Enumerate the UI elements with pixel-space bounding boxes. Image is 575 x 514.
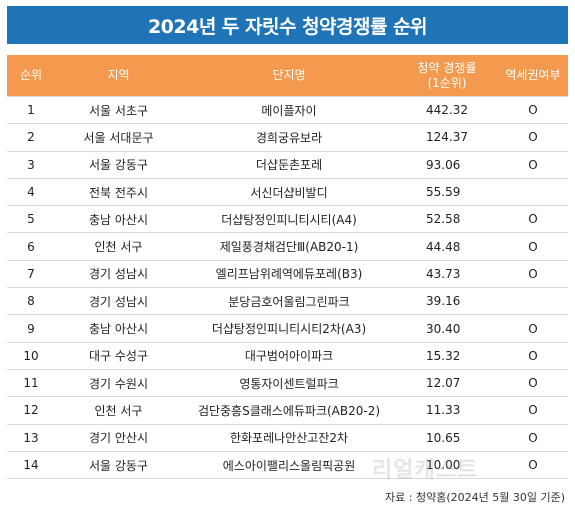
cell-region: 경기 성남시 [55, 260, 182, 289]
cell-region: 충남 아산시 [55, 205, 182, 234]
cell-complex: 더샵탕정인피니티시티2차(A3) [182, 314, 396, 343]
cell-complex: 엘리프남위례역에듀포레(B3) [182, 260, 396, 289]
cell-complex: 분당금호어울림그린파크 [182, 287, 396, 316]
cell-region: 인천 서구 [55, 232, 182, 261]
cell-region: 인천 서구 [55, 396, 182, 425]
table-row: 3 서울 강동구 더샵둔촌포레 93.06 O [7, 151, 568, 179]
cell-station: O [498, 123, 568, 152]
cell-rank: 6 [7, 232, 55, 261]
header-complex: 단지명 [182, 55, 396, 97]
cell-rank: 3 [7, 151, 55, 179]
cell-region: 전북 전주시 [55, 178, 182, 207]
cell-station: O [498, 260, 568, 289]
cell-rank: 5 [7, 205, 55, 234]
cell-ratio: 11.33 [396, 396, 498, 425]
cell-rank: 2 [7, 123, 55, 152]
cell-region: 경기 수원시 [55, 369, 182, 398]
cell-complex: 한화포레나안산고잔2차 [182, 424, 396, 452]
cell-complex: 검단중흥S클래스에듀파크(AB20-2) [182, 396, 396, 425]
cell-station: O [498, 232, 568, 261]
page-title: 2024년 두 자릿수 청약경쟁률 순위 [7, 6, 568, 44]
watermark-logo: 리얼캐스트 [372, 452, 478, 484]
table-row: 13 경기 안산시 한화포레나안산고잔2차 10.65 O [7, 424, 568, 452]
table-row: 11 경기 수원시 영통자이센트럴파크 12.07 O [7, 369, 568, 398]
cell-station: O [498, 451, 568, 480]
table-row: 2 서울 서대문구 경희궁유보라 124.37 O [7, 123, 568, 152]
cell-complex: 에스아이팰리스올림픽공원 [182, 451, 396, 480]
cell-ratio: 124.37 [396, 123, 498, 152]
cell-rank: 11 [7, 369, 55, 398]
ranking-table: 순위 지역 단지명 청약 경쟁률 (1순위) 역세권여부 1 서울 서초구 메이플자… [7, 55, 568, 480]
cell-station: O [498, 314, 568, 343]
cell-region: 경기 성남시 [55, 287, 182, 316]
cell-rank: 7 [7, 260, 55, 289]
cell-ratio: 10.00 [396, 451, 498, 480]
table-row: 5 충남 아산시 더샵탕정인피니티시티(A4) 52.58 O [7, 205, 568, 234]
cell-complex: 경희궁유보라 [182, 123, 396, 152]
cell-ratio: 30.40 [396, 314, 498, 343]
cell-complex: 더샵탕정인피니티시티(A4) [182, 205, 396, 234]
cell-ratio: 442.32 [396, 96, 498, 125]
cell-rank: 8 [7, 287, 55, 316]
cell-rank: 10 [7, 342, 55, 370]
cell-station: O [498, 342, 568, 370]
cell-station: O [498, 424, 568, 452]
cell-ratio: 12.07 [396, 369, 498, 398]
cell-station: O [498, 151, 568, 179]
cell-ratio: 52.58 [396, 205, 498, 234]
cell-station: O [498, 205, 568, 234]
table-row: 10 대구 수성구 대구범어아이파크 15.32 O [7, 342, 568, 370]
cell-complex: 제일풍경채검단Ⅲ(AB20-1) [182, 232, 396, 261]
cell-region: 경기 안산시 [55, 424, 182, 452]
table-row: 9 충남 아산시 더샵탕정인피니티시티2차(A3) 30.40 O [7, 314, 568, 343]
cell-station: O [498, 396, 568, 425]
cell-station [498, 178, 568, 207]
cell-rank: 13 [7, 424, 55, 452]
cell-ratio: 39.16 [396, 287, 498, 316]
table-row: 12 인천 서구 검단중흥S클래스에듀파크(AB20-2) 11.33 O [7, 396, 568, 425]
cell-complex: 더샵둔촌포레 [182, 151, 396, 179]
cell-region: 서울 서초구 [55, 96, 182, 125]
cell-station [498, 287, 568, 316]
table-row: 8 경기 성남시 분당금호어울림그린파크 39.16 [7, 287, 568, 316]
cell-rank: 4 [7, 178, 55, 207]
cell-ratio: 55.59 [396, 178, 498, 207]
cell-rank: 14 [7, 451, 55, 480]
cell-ratio: 44.48 [396, 232, 498, 261]
header-rank: 순위 [7, 55, 55, 97]
watermark-text: 리얼캐스트 [372, 458, 479, 483]
cell-complex: 대구범어아이파크 [182, 342, 396, 370]
table-row: 4 전북 전주시 서신더샵비발디 55.59 [7, 178, 568, 207]
page-title-text: 2024년 두 자릿수 청약경쟁률 순위 [147, 15, 428, 38]
cell-region: 서울 강동구 [55, 151, 182, 179]
cell-ratio: 43.73 [396, 260, 498, 289]
cell-station: O [498, 369, 568, 398]
header-ratio-text: 청약 경쟁률 (1순위) [417, 60, 477, 90]
cell-complex: 영통자이센트럴파크 [182, 369, 396, 398]
cell-ratio: 93.06 [396, 151, 498, 179]
cell-complex: 서신더샵비발디 [182, 178, 396, 207]
cell-complex: 메이플자이 [182, 96, 396, 125]
table-header-row: 순위 지역 단지명 청약 경쟁률 (1순위) 역세권여부 [7, 55, 568, 97]
cell-rank: 9 [7, 314, 55, 343]
cell-rank: 12 [7, 396, 55, 425]
cell-ratio: 10.65 [396, 424, 498, 452]
table-row: 7 경기 성남시 엘리프남위례역에듀포레(B3) 43.73 O [7, 260, 568, 289]
cell-station: O [498, 96, 568, 125]
header-region: 지역 [55, 55, 182, 97]
table-row: 6 인천 서구 제일풍경채검단Ⅲ(AB20-1) 44.48 O [7, 232, 568, 261]
header-station-area: 역세권여부 [498, 55, 568, 97]
table-row: 1 서울 서초구 메이플자이 442.32 O [7, 96, 568, 125]
cell-rank: 1 [7, 96, 55, 125]
header-competition-ratio: 청약 경쟁률 (1순위) [396, 55, 498, 97]
cell-region: 충남 아산시 [55, 314, 182, 343]
source-note: 자료 : 청약홈(2024년 5월 30일 기준) [385, 491, 565, 504]
cell-ratio: 15.32 [396, 342, 498, 370]
cell-region: 서울 강동구 [55, 451, 182, 480]
table-row: 14 서울 강동구 에스아이팰리스올림픽공원 10.00 O [7, 451, 568, 480]
cell-region: 서울 서대문구 [55, 123, 182, 152]
cell-region: 대구 수성구 [55, 342, 182, 370]
